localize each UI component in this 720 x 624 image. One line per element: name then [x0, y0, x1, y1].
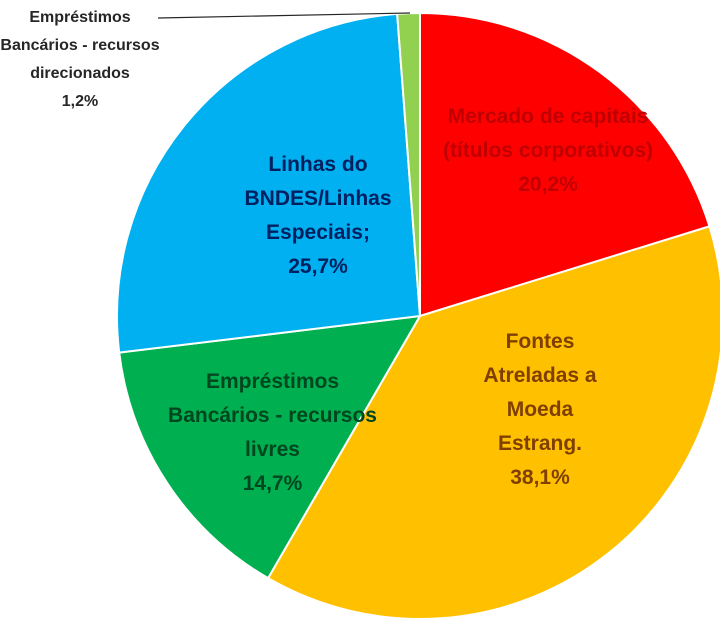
value-label: 25,7% — [288, 255, 348, 278]
pie-slice — [266, 225, 720, 620]
slice-label: Empréstimos Bancários - recursos livres 1… — [160, 365, 385, 501]
slice-label: Linhas do BNDES/Linhas Especiais; 25,7% — [218, 148, 418, 284]
value-label: 14,7% — [242, 472, 303, 495]
category-label: Empréstimos Bancários - recursos livres — [168, 370, 377, 461]
leader-line — [157, 12, 411, 19]
pie-slice — [116, 12, 422, 354]
category-label: Fontes Atreladas a Moeda Estrang. — [483, 330, 597, 455]
slice-label: Empréstimos Bancários - recursos direcio… — [0, 4, 160, 116]
slice-label: Fontes Atreladas a Moeda Estrang. 38,1% — [465, 325, 615, 495]
value-label: 1,2% — [61, 93, 99, 110]
pie-slice — [419, 11, 711, 318]
category-label: Empréstimos Bancários - recursos direcio… — [0, 9, 160, 82]
category-label: Linhas do BNDES/Linhas Especiais; — [244, 153, 392, 244]
pie-slice — [118, 314, 422, 580]
slice-label: Mercado de capitais (títulos corporativo… — [440, 100, 656, 202]
value-label: 38,1% — [510, 466, 570, 489]
category-label: Mercado de capitais (títulos corporativo… — [442, 105, 653, 162]
value-label: 20,2% — [518, 173, 578, 196]
